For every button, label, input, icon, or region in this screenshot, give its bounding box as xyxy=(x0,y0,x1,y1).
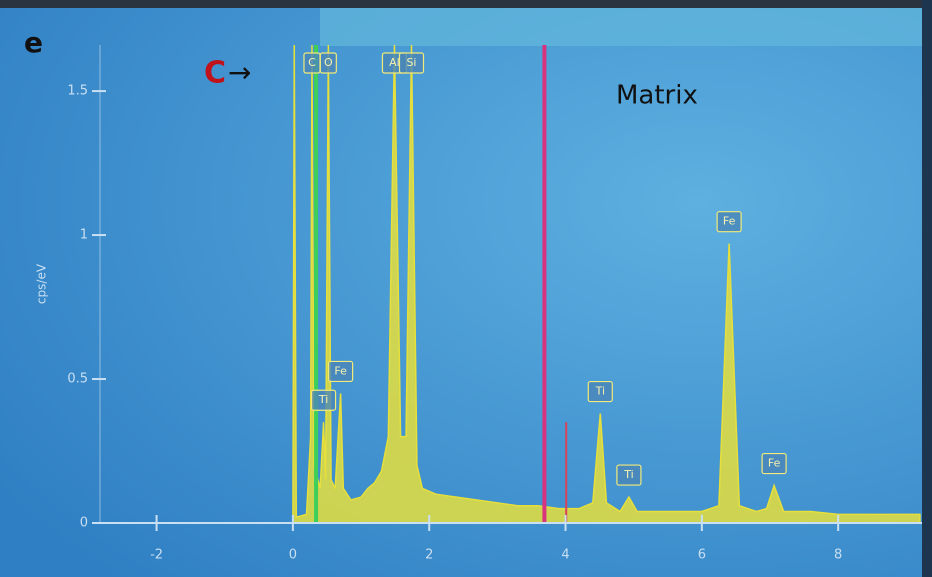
peak-label: Fe xyxy=(723,215,736,228)
peak-label-box xyxy=(761,452,787,475)
x-tick-label: 6 xyxy=(698,548,706,563)
peak-label: Al xyxy=(389,56,400,69)
peak-label-box xyxy=(716,211,742,233)
panel-label: e xyxy=(24,26,43,59)
peak-label-box xyxy=(310,389,337,411)
x-tick-label: -2 xyxy=(150,548,163,563)
peak-label: Fe xyxy=(334,364,347,377)
top-band xyxy=(320,8,932,46)
peak-label: O xyxy=(324,56,333,69)
peak-label-box xyxy=(319,52,337,74)
peak-label: Si xyxy=(406,56,416,69)
annotation: C xyxy=(204,56,226,91)
y-tick-label: 1 xyxy=(80,228,88,243)
peak-label: C xyxy=(308,56,316,69)
x-tick-label: 4 xyxy=(561,548,569,563)
y-tick-label: 0 xyxy=(80,516,88,531)
peak-label: Ti xyxy=(318,393,328,406)
peak-label-box xyxy=(587,380,613,403)
annotation: Matrix xyxy=(616,81,698,111)
y-tick-label: 1.5 xyxy=(67,84,88,99)
peak-label-box xyxy=(398,52,425,74)
peak-label: Fe xyxy=(768,457,781,470)
x-tick-label: 0 xyxy=(289,548,297,563)
top-strip xyxy=(0,0,932,8)
y-axis-label: cps/eV xyxy=(35,263,49,304)
right-edge xyxy=(922,0,932,577)
peak-label-box xyxy=(616,464,642,486)
x-tick-label: 2 xyxy=(425,548,433,563)
peak-label: Ti xyxy=(595,385,605,398)
annotation: → xyxy=(228,56,251,89)
peak-label-box xyxy=(328,360,354,383)
peak-label: Ti xyxy=(623,468,633,481)
x-tick-label: 8 xyxy=(834,548,842,563)
y-tick-label: 0.5 xyxy=(67,372,88,387)
